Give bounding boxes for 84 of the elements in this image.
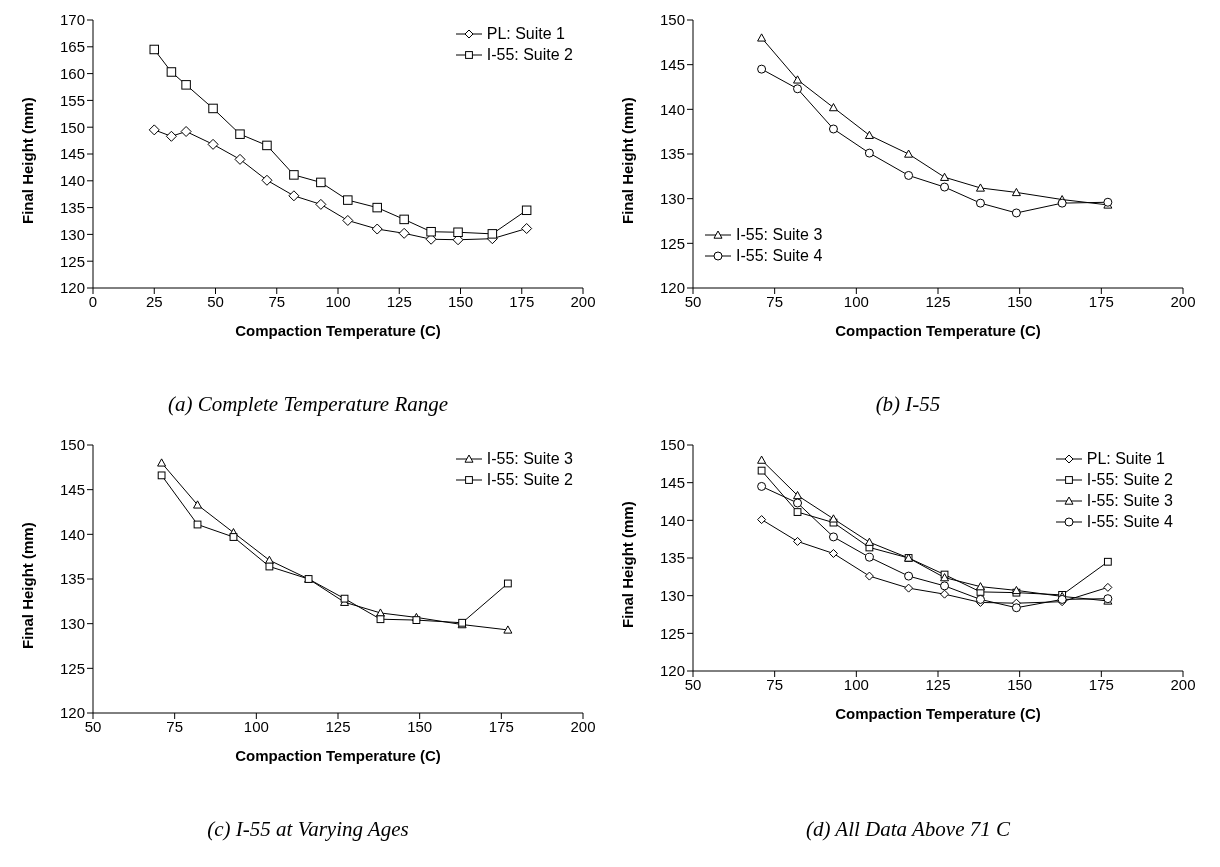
legend-label: I-55: Suite 2 — [1086, 471, 1173, 489]
x-tick-label: 175 — [1088, 675, 1114, 693]
y-tick-label: 140 — [59, 525, 85, 543]
x-tick-label: 75 — [766, 675, 784, 693]
x-tick-label: 175 — [488, 717, 514, 735]
x-tick-label: 100 — [325, 292, 351, 310]
y-tick-label: 145 — [659, 55, 685, 73]
x-tick-label: 150 — [1007, 675, 1033, 693]
x-tick-label: 150 — [1007, 292, 1033, 310]
x-tick-label: 50 — [207, 292, 224, 310]
y-tick-label: 150 — [659, 11, 685, 29]
y-tick-label: 145 — [59, 145, 85, 163]
y-tick-label: 150 — [59, 118, 85, 136]
x-tick-label: 75 — [766, 292, 784, 310]
y-tick-label: 135 — [659, 145, 685, 163]
x-tick-label: 150 — [407, 717, 433, 735]
x-tick-label: 75 — [268, 292, 286, 310]
y-tick-label: 130 — [659, 586, 685, 604]
x-tick-label: 100 — [843, 292, 869, 310]
y-tick-label: 135 — [659, 549, 685, 567]
x-axis-title: Compaction Temperature (C) — [235, 747, 441, 764]
x-tick-label: 175 — [509, 292, 535, 310]
legend-label: I-55: Suite 4 — [1086, 513, 1173, 531]
y-axis-title: Final Height (mm) — [19, 97, 37, 224]
x-tick-label: 50 — [84, 717, 102, 735]
legend-label: I-55: Suite 3 — [736, 226, 823, 244]
x-tick-label: 75 — [166, 717, 184, 735]
y-tick-label: 130 — [659, 189, 685, 207]
x-tick-label: 200 — [570, 717, 596, 735]
y-tick-label: 145 — [59, 480, 85, 498]
x-tick-label: 125 — [925, 675, 951, 693]
legend-label: I-55: Suite 2 — [486, 471, 573, 489]
y-tick-label: 145 — [659, 473, 685, 491]
legend-label: I-55: Suite 3 — [486, 450, 573, 468]
y-tick-label: 125 — [659, 234, 685, 252]
x-tick-label: 25 — [145, 292, 163, 310]
x-tick-label: 125 — [325, 717, 351, 735]
y-axis-title: Final Height (mm) — [619, 97, 637, 224]
text: (b) I-55 — [875, 392, 941, 417]
x-tick-label: 0 — [88, 292, 98, 310]
y-tick-label: 140 — [659, 511, 685, 529]
y-tick-label: 135 — [59, 570, 85, 588]
y-tick-label: 130 — [59, 225, 85, 243]
y-tick-label: 125 — [659, 624, 685, 642]
x-tick-label: 175 — [1088, 292, 1114, 310]
y-tick-label: 160 — [59, 64, 85, 82]
x-tick-label: 100 — [243, 717, 269, 735]
x-tick-label: 200 — [1170, 675, 1196, 693]
text: (a) Complete Temperature Range — [167, 392, 449, 417]
x-tick-label: 50 — [684, 292, 702, 310]
x-tick-label: 125 — [386, 292, 412, 310]
y-axis-title: Final Height (mm) — [619, 501, 637, 628]
y-tick-label: 120 — [59, 704, 85, 722]
x-tick-label: 150 — [447, 292, 474, 310]
legend-label: I-55: Suite 3 — [1086, 492, 1173, 510]
legend-label: I-55: Suite 4 — [736, 247, 823, 265]
x-tick-label: 100 — [843, 675, 869, 693]
y-tick-label: 165 — [59, 38, 85, 56]
x-tick-label: 200 — [570, 292, 596, 310]
y-tick-label: 120 — [59, 279, 85, 297]
x-tick-label: 125 — [925, 292, 951, 310]
y-tick-label: 150 — [59, 436, 85, 454]
y-tick-label: 140 — [59, 172, 85, 190]
y-axis-title: Final Height (mm) — [19, 522, 37, 649]
y-tick-label: 150 — [659, 436, 685, 454]
y-tick-label: 125 — [59, 252, 85, 270]
x-axis-title: Compaction Temperature (C) — [235, 322, 441, 339]
text: (d) All Data Above 71 C — [806, 817, 1010, 842]
y-tick-label: 120 — [659, 662, 685, 680]
y-tick-label: 135 — [59, 198, 85, 216]
legend-label: I-55: Suite 2 — [486, 46, 573, 64]
legend-label: PL: Suite 1 — [1086, 450, 1165, 468]
y-tick-label: 120 — [659, 279, 685, 297]
y-tick-label: 125 — [59, 659, 85, 677]
x-tick-label: 200 — [1170, 292, 1196, 310]
legend-label: PL: Suite 1 — [486, 25, 565, 43]
x-axis-title: Compaction Temperature (C) — [835, 705, 1041, 722]
y-tick-label: 170 — [59, 11, 85, 29]
y-tick-label: 130 — [59, 614, 85, 632]
text: (c) I-55 at Varying Ages — [207, 817, 409, 842]
y-tick-label: 140 — [659, 100, 685, 118]
x-axis-title: Compaction Temperature (C) — [835, 322, 1041, 339]
x-tick-label: 50 — [684, 675, 702, 693]
y-tick-label: 155 — [59, 91, 85, 109]
